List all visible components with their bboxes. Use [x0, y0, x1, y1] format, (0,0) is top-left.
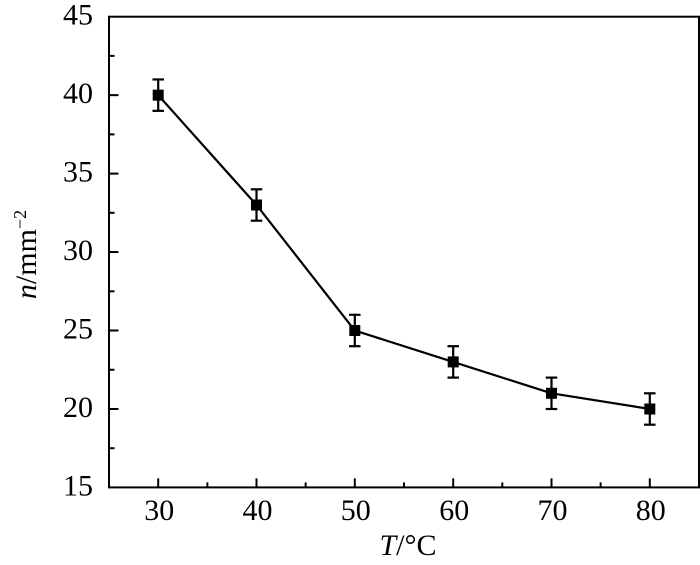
svg-text:35: 35 — [63, 156, 93, 189]
svg-text:20: 20 — [63, 391, 93, 424]
svg-text:80: 80 — [636, 494, 666, 527]
svg-text:50: 50 — [341, 494, 371, 527]
svg-text:40: 40 — [63, 77, 93, 110]
svg-text:30: 30 — [63, 234, 93, 267]
svg-text:40: 40 — [243, 494, 273, 527]
svg-text:25: 25 — [63, 313, 93, 346]
svg-text:45: 45 — [63, 0, 93, 32]
svg-text:30: 30 — [144, 494, 174, 527]
svg-text:T/°C: T/°C — [379, 529, 436, 562]
svg-text:60: 60 — [439, 494, 469, 527]
svg-text:15: 15 — [63, 469, 93, 502]
svg-text:70: 70 — [538, 494, 568, 527]
